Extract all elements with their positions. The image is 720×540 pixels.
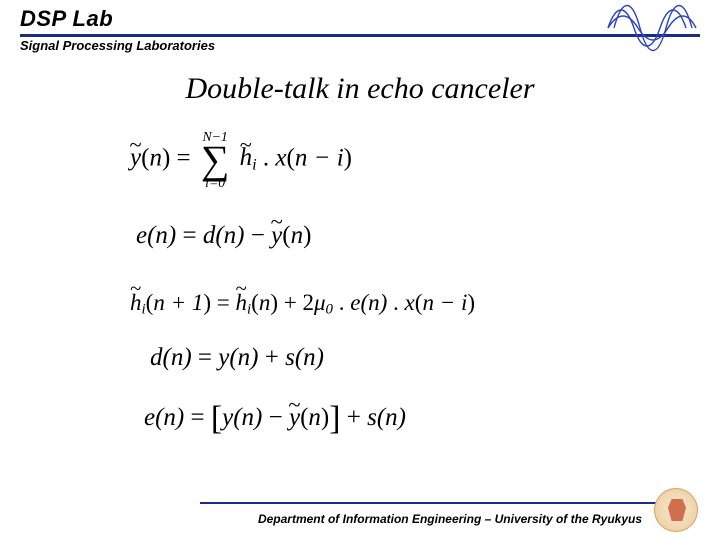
summation: N−1 ∑ i=0 [201,130,230,190]
footer-rule [200,502,690,504]
slide: DSP Lab Signal Processing Laboratories D… [0,0,720,540]
footer-logo-icon [654,488,698,532]
h-tilde: h [236,290,248,316]
lab-title: DSP Lab [20,6,700,32]
y-tilde: y [271,222,282,250]
header: DSP Lab Signal Processing Laboratories [20,6,700,53]
h-tilde: h [130,290,142,316]
y-tilde: y [289,404,300,432]
equation-3: hi(n + 1) = hi(n) + 2μ0 . e(n) . x(n − i… [130,290,610,319]
equation-1: y(n) = N−1 ∑ i=0 hi . x(n − i) [130,130,610,190]
slide-title: Double-talk in echo canceler [0,72,720,106]
header-rule [20,34,700,37]
footer-text: Department of Information Engineering – … [258,512,642,526]
lab-subtitle: Signal Processing Laboratories [20,38,700,53]
equation-5: e(n) = [y(n) − y(n)] + s(n) [130,400,610,438]
equations-block: y(n) = N−1 ∑ i=0 hi . x(n − i) e(n) = d(… [130,130,610,438]
y-tilde: y [130,144,141,172]
h-tilde: h [240,144,253,172]
equation-4: d(n) = y(n) + s(n) [130,344,610,372]
equation-2: e(n) = d(n) − y(n) [130,222,610,250]
wave-icon [606,0,698,61]
